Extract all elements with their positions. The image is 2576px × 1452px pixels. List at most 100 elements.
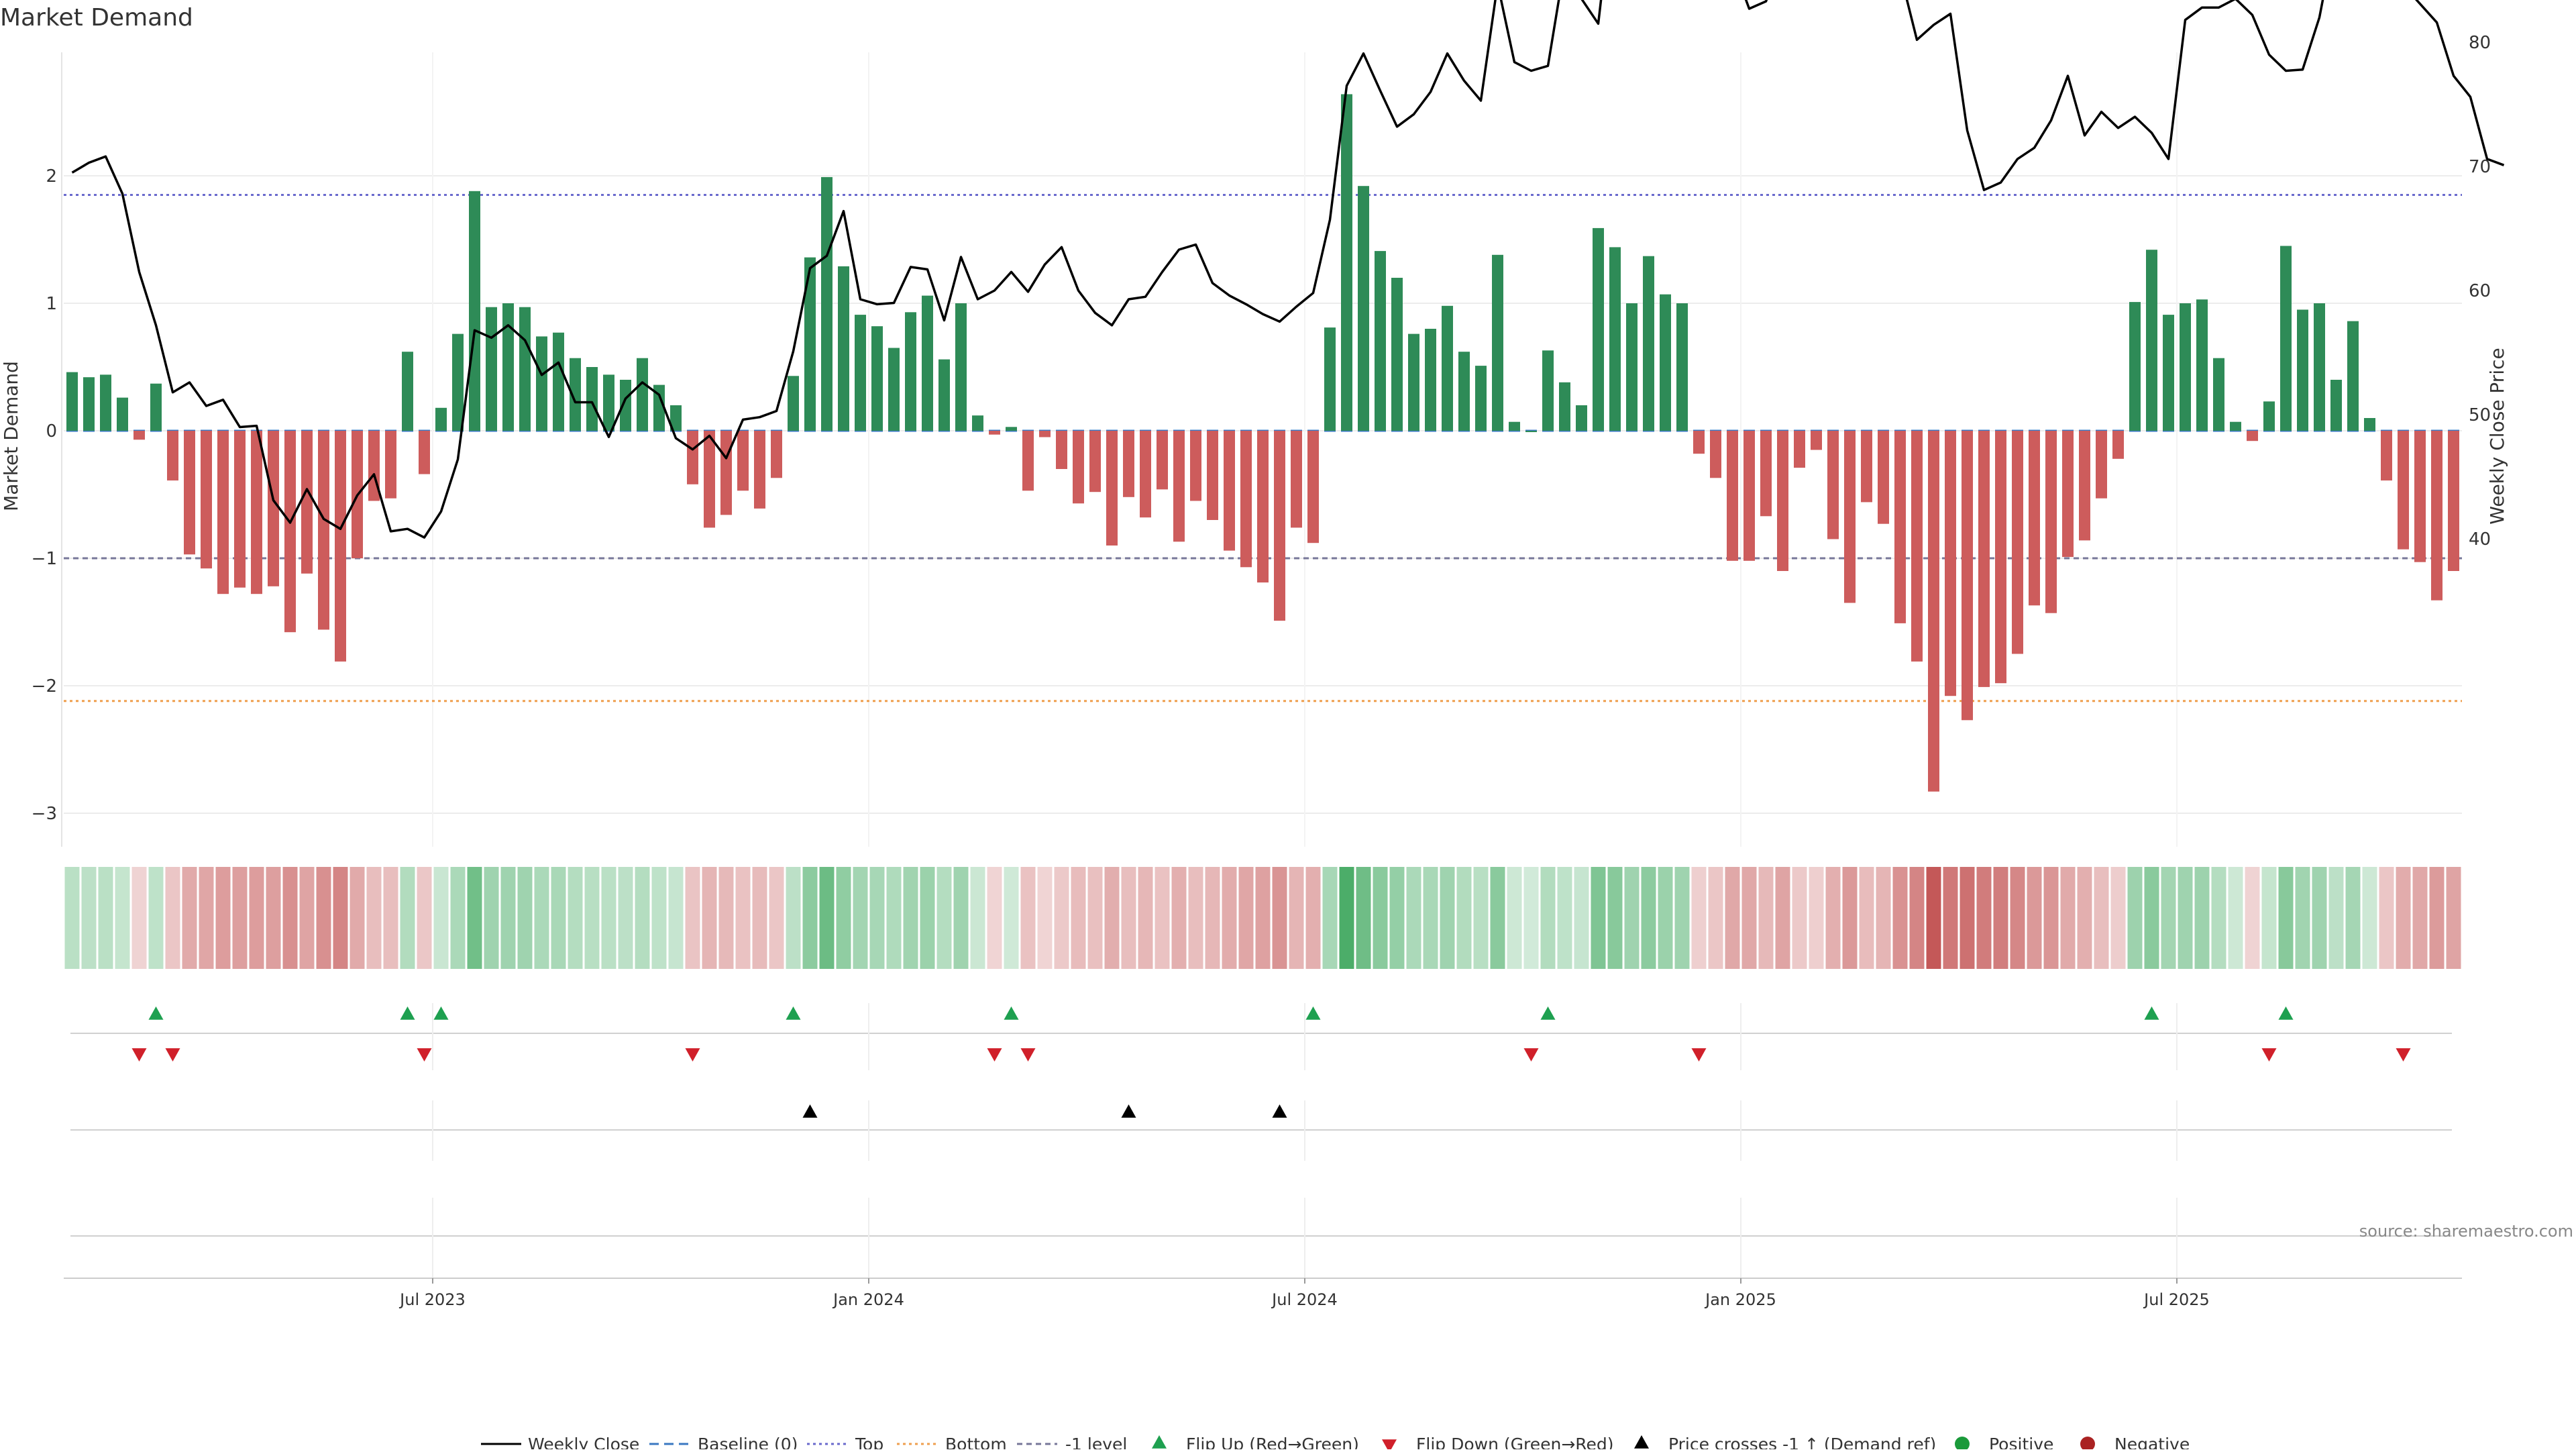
demand-bar — [2297, 309, 2308, 431]
heat-cell — [182, 867, 197, 969]
heat-cell — [635, 867, 650, 969]
demand-bar — [1995, 431, 2006, 684]
legend-label: Baseline (0) — [698, 1435, 798, 1449]
heat-cell — [467, 867, 482, 969]
x-tick-label: Jan 2024 — [832, 1290, 904, 1309]
demand-bar — [570, 358, 581, 431]
heat-cell — [1993, 867, 2008, 969]
heat-cell — [98, 867, 113, 969]
heat-cell — [1859, 867, 1874, 969]
demand-bar — [586, 367, 598, 431]
flip-up-marker — [2144, 1006, 2159, 1020]
heat-cell — [920, 867, 935, 969]
demand-bar — [2381, 431, 2392, 481]
heat-cell — [668, 867, 684, 969]
demand-bar — [184, 431, 195, 555]
heat-cell — [1825, 867, 1841, 969]
heat-cell — [484, 867, 499, 969]
flip-up-marker — [1004, 1006, 1019, 1020]
heat-cell — [886, 867, 902, 969]
demand-bar — [720, 431, 732, 515]
y2-axis-label: Weekly Close Price — [2486, 348, 2508, 524]
legend-swatch — [2080, 1437, 2095, 1451]
demand-bar — [167, 431, 178, 481]
demand-bar — [1978, 431, 1990, 687]
demand-bar — [1391, 278, 1403, 431]
demand-bar — [2431, 431, 2443, 601]
demand-bar — [1291, 431, 1302, 528]
legend-negative: Negative — [2080, 1435, 2190, 1452]
demand-bar — [536, 336, 547, 431]
demand-bar — [1626, 303, 1638, 431]
heat-cell — [1758, 867, 1774, 969]
legend-top: Top — [807, 1435, 883, 1452]
heat-cell — [64, 867, 80, 969]
heat-cell — [936, 867, 952, 969]
legend-minus1: -1 level — [1017, 1435, 1127, 1452]
flip-down-marker — [131, 1048, 147, 1061]
cross-up-marker — [802, 1104, 818, 1118]
heat-cell — [1406, 867, 1421, 969]
legend: Weekly Close Baseline (0) Top Bottom -1 leve… — [481, 1435, 2190, 1452]
axes: Market Demand Weekly Close Price 2 1 0 −1 −2… — [0, 33, 2508, 824]
demand-bar — [1593, 227, 1604, 431]
demand-bar — [2314, 303, 2325, 431]
cross-up-marker — [1121, 1104, 1136, 1118]
demand-bar — [2414, 431, 2426, 562]
flip-down-marker — [987, 1048, 1002, 1061]
heat-cell — [1054, 867, 1069, 969]
heat-cell — [433, 867, 449, 969]
demand-bar — [251, 431, 262, 594]
heat-cell — [417, 867, 432, 969]
heat-cell — [1926, 867, 1941, 969]
demand-bar — [268, 431, 279, 586]
heat-cell — [987, 867, 1002, 969]
demand-bar — [2280, 246, 2292, 431]
flip-up-marker — [148, 1006, 164, 1020]
heat-cell — [970, 867, 985, 969]
demand-bar — [1525, 431, 1537, 432]
heat-cell — [1205, 867, 1220, 969]
legend-swatch — [1634, 1435, 1649, 1449]
y-tick-label: −1 — [32, 549, 57, 569]
demand-bar — [1475, 366, 1487, 431]
heat-cell — [266, 867, 281, 969]
heat-cell — [786, 867, 801, 969]
heat-cell — [2178, 867, 2193, 969]
demand-bar — [1173, 431, 1185, 542]
heat-cell — [1222, 867, 1237, 969]
demand-bar — [1710, 431, 1721, 478]
heat-cell — [1557, 867, 1572, 969]
heat-cell — [769, 867, 784, 969]
heat-cell — [1741, 867, 1757, 969]
legend-label: Positive — [1989, 1435, 2053, 1449]
x-tick-label: Jul 2023 — [398, 1290, 466, 1309]
price-line-group — [71, 0, 2505, 539]
heat-cell — [1909, 867, 1925, 969]
heat-cell — [2077, 867, 2092, 969]
heat-cell — [836, 867, 851, 969]
x-tick-label: Jan 2025 — [1704, 1290, 1776, 1309]
flip-down-marker — [417, 1048, 432, 1061]
heat-cell — [1440, 867, 1455, 969]
legend-label: Bottom — [945, 1435, 1007, 1449]
demand-bar — [2247, 431, 2258, 442]
demand-bar — [1609, 247, 1621, 431]
demand-bar — [117, 397, 128, 431]
heat-cell — [1591, 867, 1606, 969]
demand-bar — [1039, 431, 1051, 437]
demand-bar — [2012, 431, 2023, 654]
legend-swatch — [1382, 1439, 1397, 1452]
demand-bar — [435, 407, 447, 431]
demand-bar — [972, 415, 983, 431]
demand-bar — [737, 431, 749, 491]
heat-cell — [1356, 867, 1371, 969]
heat-cell — [685, 867, 700, 969]
legend-baseline: Baseline (0) — [649, 1435, 798, 1452]
y2-tick-label: 70 — [2469, 157, 2491, 177]
demand-bar — [687, 431, 698, 484]
demand-bar — [2062, 431, 2074, 558]
heat-cell — [1574, 867, 1589, 969]
heat-cell — [1725, 867, 1740, 969]
y2-tick-label: 60 — [2469, 281, 2491, 301]
